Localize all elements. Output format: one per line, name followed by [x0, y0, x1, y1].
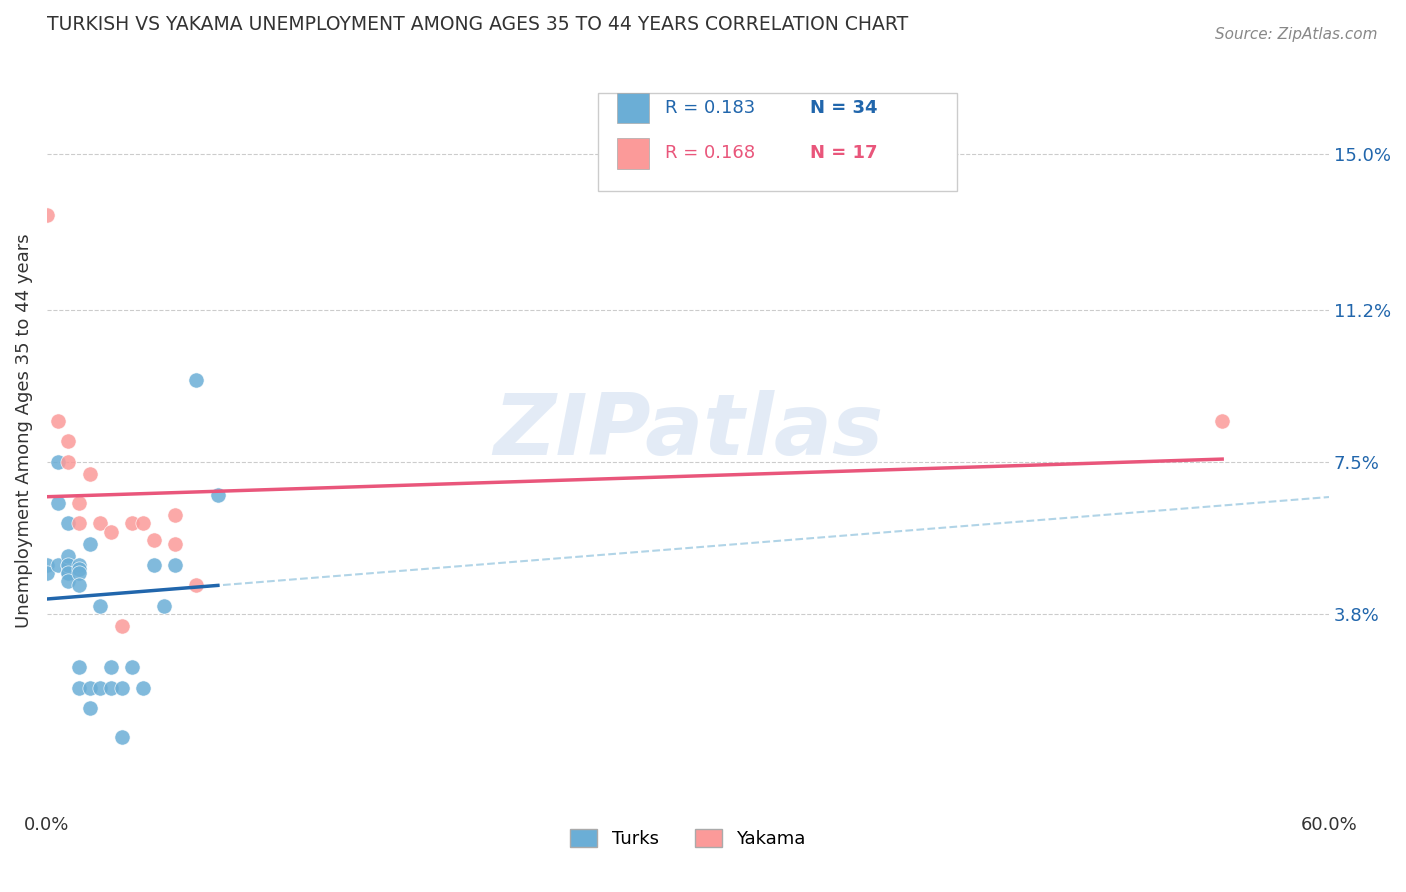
- FancyBboxPatch shape: [617, 138, 650, 169]
- Point: [67, 566, 90, 580]
- Point: [132, 516, 155, 531]
- Text: ZIPatlas: ZIPatlas: [494, 390, 883, 473]
- Y-axis label: Unemployment Among Ages 35 to 44 years: Unemployment Among Ages 35 to 44 years: [15, 234, 32, 628]
- Point: [35, 566, 58, 580]
- Point: [67, 578, 90, 592]
- FancyBboxPatch shape: [598, 93, 957, 192]
- Point: [67, 660, 90, 674]
- Point: [153, 599, 176, 613]
- Point: [89, 599, 111, 613]
- Point: [142, 533, 165, 547]
- Point: [121, 660, 143, 674]
- Point: [100, 524, 122, 539]
- Point: [46, 496, 69, 510]
- Point: [142, 558, 165, 572]
- Point: [132, 681, 155, 695]
- Point: [58, 566, 80, 580]
- Point: [67, 516, 90, 531]
- Point: [165, 558, 187, 572]
- Point: [111, 681, 134, 695]
- Point: [1211, 414, 1233, 428]
- Point: [46, 455, 69, 469]
- Point: [58, 434, 80, 449]
- Point: [35, 558, 58, 572]
- Text: TURKISH VS YAKAMA UNEMPLOYMENT AMONG AGES 35 TO 44 YEARS CORRELATION CHART: TURKISH VS YAKAMA UNEMPLOYMENT AMONG AGE…: [46, 15, 908, 34]
- Point: [67, 496, 90, 510]
- Point: [165, 508, 187, 523]
- Point: [165, 537, 187, 551]
- Text: R = 0.183: R = 0.183: [665, 99, 755, 117]
- Text: R = 0.168: R = 0.168: [665, 145, 755, 162]
- Point: [58, 549, 80, 564]
- Point: [58, 574, 80, 588]
- Point: [67, 562, 90, 576]
- Point: [79, 467, 101, 482]
- Point: [58, 566, 80, 580]
- Legend: Turks, Yakama: Turks, Yakama: [562, 822, 813, 855]
- Text: N = 17: N = 17: [810, 145, 877, 162]
- Point: [207, 488, 229, 502]
- Point: [100, 660, 122, 674]
- Point: [79, 681, 101, 695]
- Point: [58, 558, 80, 572]
- Point: [58, 558, 80, 572]
- Point: [186, 373, 208, 387]
- Point: [58, 516, 80, 531]
- Point: [58, 455, 80, 469]
- Point: [79, 701, 101, 715]
- Point: [46, 414, 69, 428]
- Point: [111, 619, 134, 633]
- Point: [186, 578, 208, 592]
- Point: [111, 730, 134, 744]
- Text: Source: ZipAtlas.com: Source: ZipAtlas.com: [1215, 27, 1378, 42]
- Point: [100, 681, 122, 695]
- Point: [79, 537, 101, 551]
- Point: [67, 558, 90, 572]
- Point: [89, 516, 111, 531]
- Point: [67, 681, 90, 695]
- FancyBboxPatch shape: [617, 93, 650, 123]
- Text: N = 34: N = 34: [810, 99, 877, 117]
- Point: [46, 558, 69, 572]
- Point: [89, 681, 111, 695]
- Point: [35, 208, 58, 222]
- Point: [121, 516, 143, 531]
